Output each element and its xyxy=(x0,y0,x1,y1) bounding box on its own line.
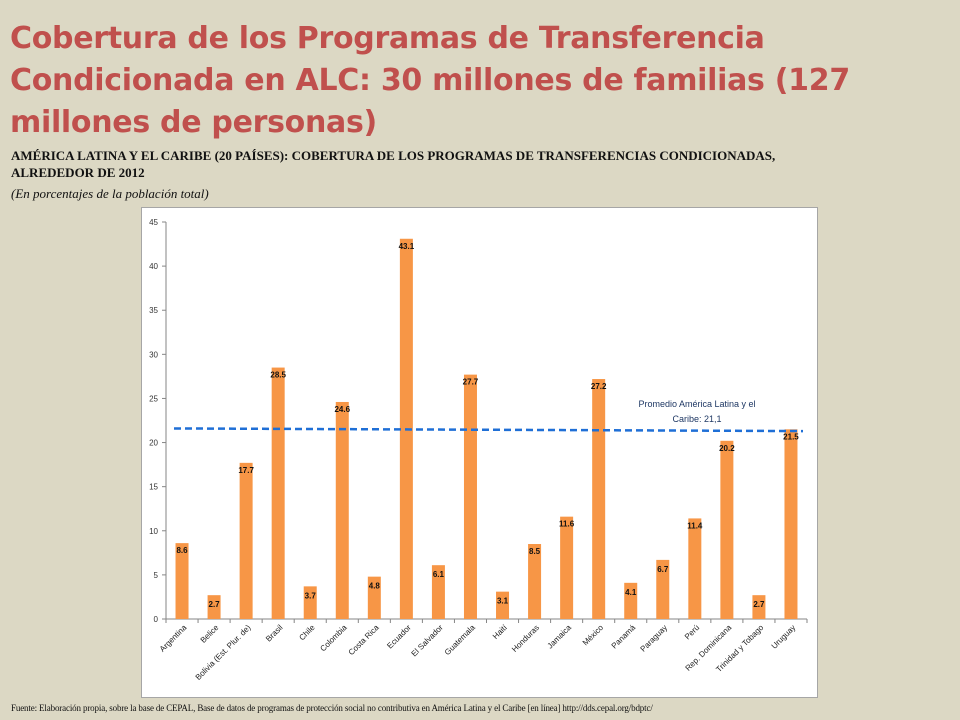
data-label: 6.1 xyxy=(433,570,445,579)
data-label: 11.4 xyxy=(687,521,703,530)
bar xyxy=(752,595,766,619)
x-tick-label: Haití xyxy=(491,623,510,642)
data-label: 20.2 xyxy=(719,444,735,453)
bar xyxy=(656,559,670,619)
x-tick-label: Guatemala xyxy=(443,623,477,657)
x-tick-label: México xyxy=(581,623,606,648)
y-tick-label: 30 xyxy=(149,350,158,359)
average-label-line1: Promedio América Latina y el xyxy=(638,399,755,409)
source-note: Fuente: Elaboración propia, sobre la bas… xyxy=(11,703,653,713)
x-tick-label: Chile xyxy=(297,623,317,643)
data-label: 43.1 xyxy=(399,242,415,251)
x-tick-label: Jamaica xyxy=(546,623,574,651)
x-tick-label: Colombia xyxy=(318,623,349,654)
data-label: 3.7 xyxy=(305,591,317,600)
x-tick-label: Costa Rica xyxy=(347,623,381,657)
x-tick-label: Perú xyxy=(683,623,701,641)
bar xyxy=(624,582,638,619)
data-label: 2.7 xyxy=(209,600,221,609)
y-tick-label: 10 xyxy=(149,527,158,536)
x-tick-label: Brasil xyxy=(264,623,285,644)
bar xyxy=(496,591,510,619)
bar xyxy=(720,440,734,619)
data-label: 21.5 xyxy=(783,432,799,441)
data-label: 17.7 xyxy=(238,466,254,475)
average-line xyxy=(173,427,804,433)
data-label: 4.8 xyxy=(369,582,381,591)
bar xyxy=(239,462,253,619)
bar xyxy=(592,379,606,619)
average-label-line2: Caribe: 21,1 xyxy=(672,414,721,424)
x-tick-label: Panamá xyxy=(610,623,638,651)
x-tick-label: Paraguay xyxy=(639,623,670,654)
y-tick-label: 0 xyxy=(154,615,159,624)
y-tick-label: 20 xyxy=(149,439,158,448)
data-label: 4.1 xyxy=(625,588,637,597)
bar xyxy=(688,518,702,619)
slide-title: Cobertura de los Programas de Transferen… xyxy=(10,21,850,140)
x-tick-label: Ecuador xyxy=(385,623,413,651)
bar xyxy=(528,544,542,619)
x-tick-label: Belice xyxy=(199,623,221,645)
bar xyxy=(271,367,285,619)
bar xyxy=(335,401,349,619)
bar xyxy=(784,429,798,619)
bar xyxy=(175,543,189,619)
bar xyxy=(367,576,381,619)
data-label: 8.5 xyxy=(529,547,541,556)
bar xyxy=(207,595,221,619)
y-tick-label: 35 xyxy=(149,306,158,315)
y-tick-label: 45 xyxy=(149,218,158,227)
data-label: 24.6 xyxy=(334,405,350,414)
bar xyxy=(303,586,317,619)
x-tick-label: El Salvador xyxy=(410,623,446,659)
data-label: 27.2 xyxy=(591,382,607,391)
bar xyxy=(560,516,574,619)
x-tick-label: Bolivia (Est. Plur. de) xyxy=(194,623,253,682)
data-label: 6.7 xyxy=(657,565,669,574)
bar xyxy=(463,374,477,619)
x-tick-label: Honduras xyxy=(510,623,541,654)
y-tick-label: 15 xyxy=(149,483,158,492)
data-label: 28.5 xyxy=(270,371,286,380)
y-tick-label: 40 xyxy=(149,262,158,271)
data-label: 27.7 xyxy=(463,378,479,387)
y-tick-label: 5 xyxy=(154,571,159,580)
data-label: 8.6 xyxy=(176,546,188,555)
bar-chart: 0 5 10 15 20 25 30 35 40 45 8.6 2.7 17.7 28.5 3.7 24.6 4… xyxy=(149,218,808,682)
y-tick-label: 25 xyxy=(149,394,158,403)
data-label: 2.7 xyxy=(753,600,765,609)
chart-panel: 0 5 10 15 20 25 30 35 40 45 8.6 2.7 17.7 28.5 3.7 24.6 4… xyxy=(141,207,818,698)
chart-heading: AMÉRICA LATINA Y EL CARIBE (20 PAÍSES): … xyxy=(11,148,776,180)
data-label: 3.1 xyxy=(497,597,509,606)
bar xyxy=(431,565,445,619)
x-tick-label: Argentina xyxy=(158,623,189,654)
data-label: 11.6 xyxy=(559,520,575,529)
chart-subheading: (En porcentajes de la población total) xyxy=(11,186,209,201)
x-tick-label: Uruguay xyxy=(770,623,798,651)
